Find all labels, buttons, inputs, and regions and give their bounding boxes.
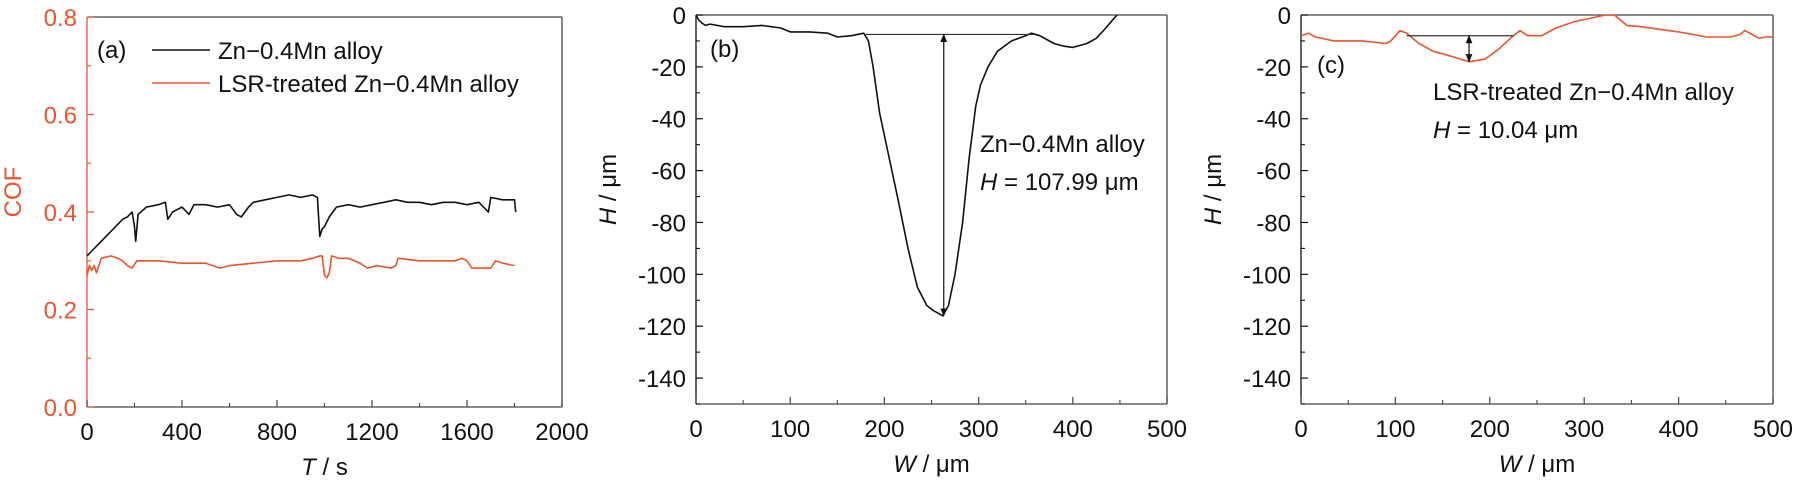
x-tick-label: 200 [1470,416,1510,443]
x-axis-label: W / μm [893,451,969,478]
depth-symbol: H [980,169,998,196]
x-tick-label: 2000 [535,419,588,446]
series-line-0 [1300,14,1773,63]
x-tick-label: 400 [162,419,202,446]
y-axis-label-unit: / μm [595,154,622,208]
y-tick-label: -100 [1243,262,1291,289]
y-axis-label: H / μm [1200,154,1227,225]
x-axis-label-unit: / s [316,454,348,481]
y-tick-label: -100 [638,262,686,289]
annotation-depth-value: H = 10.04 μm [1433,117,1578,144]
panel-b-profile-untreated: 0 100 200 300 400 500 0 -20 -40 -60 -80 -100 -120 -14… [595,3,1187,478]
x-tick-label: 400 [1659,416,1699,443]
y-tick-label: 0 [1278,3,1291,30]
x-tick-label: 200 [864,416,904,443]
x-axis-label-unit: / μm [1521,451,1575,478]
x-tick-label: 1200 [345,419,398,446]
x-tick-label: 500 [1753,416,1793,443]
x-tick-label: 800 [257,419,297,446]
panel-c-profile-lsr: 0 100 200 300 400 500 0 -20 -40 -60 -80 -100 -120 -14… [1200,3,1793,478]
y-axis-label: H / μm [595,154,622,225]
y-tick-label: 0.8 [44,5,77,32]
y-tick-label: -40 [1256,107,1291,134]
y-tick-label: -20 [651,55,686,82]
depth-value: = 107.99 μm [997,169,1138,196]
x-tick-label: 0 [80,419,93,446]
y-tick-label: -120 [638,314,686,341]
y-tick-label: -20 [1256,55,1291,82]
x-tick-label: 0 [689,416,702,443]
y-tick-label: -140 [1243,366,1291,393]
y-tick-label: -80 [1256,210,1291,237]
series-line-1 [86,255,515,279]
x-tick-label: 500 [1147,416,1187,443]
y-axis-label-symbol: H [1200,207,1227,225]
y-tick-label: -60 [651,159,686,186]
x-tick-label: 400 [1053,416,1093,443]
x-tick-label: 300 [1564,416,1604,443]
y-tick-label: -40 [651,107,686,134]
depth-symbol: H [1433,117,1451,144]
y-tick-label: -140 [638,366,686,393]
y-axis-label-text: COF [0,167,27,218]
panel-label: (c) [1317,52,1345,79]
legend-label-1: LSR-treated Zn−0.4Mn alloy [218,71,519,98]
panel-a-cof-chart: 0 400 800 1200 1600 2000 0.0 0.2 0.4 0.6 0.8 T / s C… [0,5,589,481]
y-tick-label: 0.0 [44,395,77,422]
y-axis-label-unit: / μm [1200,154,1227,208]
depth-value: = 10.04 μm [1450,117,1578,144]
y-tick-label: -60 [1256,159,1291,186]
x-axis-label-symbol: T [301,454,318,481]
x-tick-label: 1600 [440,419,493,446]
y-axis-label-symbol: H [595,207,622,225]
y-tick-label: -80 [651,210,686,237]
y-tick-label: -120 [1243,314,1291,341]
x-tick-label: 100 [1375,416,1415,443]
annotation-depth-value: H = 107.99 μm [980,169,1139,196]
y-tick-label: 0.2 [44,298,77,325]
panel-label: (b) [710,36,739,63]
annotation-sample-label: Zn−0.4Mn alloy [980,131,1145,158]
panel-label: (a) [97,37,126,64]
y-tick-label: 0.6 [44,103,77,130]
x-axis-label-symbol: W [1499,451,1524,478]
x-tick-label: 300 [959,416,999,443]
x-axis-label-symbol: W [893,451,918,478]
y-axis-label: COF [0,167,27,218]
legend-label-0: Zn−0.4Mn alloy [218,38,383,65]
series-line-0 [695,14,1118,317]
annotation-sample-label: LSR-treated Zn−0.4Mn alloy [1433,79,1734,106]
x-tick-label: 0 [1294,416,1307,443]
y-tick-label: 0 [673,3,686,30]
y-tick-label: 0.4 [44,200,77,227]
x-axis-label: T / s [301,454,348,481]
x-tick-label: 100 [770,416,810,443]
x-axis-label-unit: / μm [916,451,970,478]
x-axis-label: W / μm [1499,451,1575,478]
series-line-0 [86,194,517,257]
